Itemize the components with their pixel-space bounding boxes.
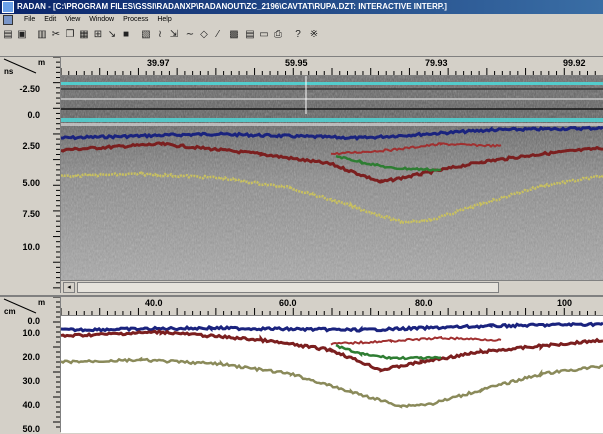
new-view-icon[interactable]: ⊞ <box>93 29 103 40</box>
red-depth-line <box>61 329 603 373</box>
depth-axis-top: m ns -2.50 0.0 2.50 5.00 7.50 10.0 <box>0 57 61 293</box>
y-tick-marks-bottom <box>53 297 60 428</box>
menu-process[interactable]: Process <box>123 16 149 23</box>
y-unit-label-bottom: cm <box>4 307 16 316</box>
yellow-layer-line <box>61 171 603 225</box>
open-icon[interactable]: ▤ <box>3 29 13 40</box>
blue-layer-line <box>61 125 603 141</box>
y-tick-marks <box>53 57 60 289</box>
toolbar: ▤ ▣ ▥ ✂ ❐ ▦ ⊞ ↘ ■ ▧ ≀ ⇲ ∼ ◇ ⁄ ▩ ▤ ▭ ⎙ ? … <box>0 26 603 57</box>
radargram-image[interactable] <box>61 76 603 280</box>
depth-profile-panel: m cm 0.0 10.0 20.0 30.0 40.0 50.0 40.0 6… <box>0 295 603 434</box>
print-preview-icon[interactable]: ⎙ <box>274 29 282 40</box>
app-icon <box>2 1 14 13</box>
scroll-thumb[interactable] <box>77 282 499 293</box>
x-tick: 80.0 <box>415 298 433 308</box>
y-unit-label: ns <box>4 67 14 76</box>
y-tick: 7.50 <box>22 209 40 219</box>
x-tick: 39.97 <box>147 58 170 68</box>
help-icon[interactable]: ? <box>295 29 301 40</box>
red-layer-line <box>61 141 603 184</box>
yellow-depth-line <box>61 356 603 409</box>
depth-axis-bottom: m cm 0.0 10.0 20.0 30.0 40.0 50.0 <box>0 297 61 434</box>
y-tick: -2.50 <box>19 84 40 94</box>
y-tick: 30.0 <box>22 376 40 386</box>
light-band <box>61 98 603 100</box>
light-band <box>61 123 603 126</box>
surface-reflection-band <box>61 82 603 85</box>
save-icon[interactable]: ▣ <box>17 29 27 40</box>
distance-ruler-bottom: 40.0 60.0 80.0 100 <box>61 297 603 316</box>
x-tick: 79.93 <box>425 58 448 68</box>
corner-divider <box>3 58 37 74</box>
y-tick: 0.0 <box>27 316 40 326</box>
distance-ruler-top: 39.97 59.95 79.93 99.92 <box>61 57 603 76</box>
print-icon[interactable]: ▥ <box>37 29 47 40</box>
dark-band <box>61 88 603 90</box>
about-icon[interactable]: ※ <box>309 29 319 40</box>
pen-icon[interactable]: ⁄ <box>217 29 219 40</box>
arrow-icon[interactable]: ↘ <box>107 29 117 40</box>
x-tick-marks <box>61 68 596 75</box>
y-tick: 5.00 <box>22 178 40 188</box>
document-icon[interactable] <box>3 15 13 25</box>
y-tick: 20.0 <box>22 352 40 362</box>
cyan-band <box>61 118 603 122</box>
menu-file[interactable]: File <box>23 16 36 23</box>
y-tick: 40.0 <box>22 400 40 410</box>
title-bar[interactable]: RADAN - [C:\PROGRAM FILES\GSSI\RADANXP\R… <box>0 0 603 14</box>
curve-icon[interactable]: ∼ <box>185 29 195 40</box>
eraser-icon[interactable]: ◇ <box>200 29 208 40</box>
window-title: RADAN - [C:\PROGRAM FILES\GSSI\RADANXP\R… <box>17 2 447 11</box>
red-short-depth-line <box>330 336 502 346</box>
x-tick: 100 <box>557 298 573 308</box>
menu-view[interactable]: View <box>65 16 81 23</box>
menu-window[interactable]: Window <box>89 16 115 23</box>
menu-bar: File Edit View Window Process Help <box>0 14 603 26</box>
green-layer-line <box>335 154 442 172</box>
y-tick: 10.0 <box>22 242 40 252</box>
scroll-left-button[interactable]: ◂ <box>63 282 75 293</box>
x-unit-label: m <box>38 58 46 67</box>
x-tick: 60.0 <box>279 298 297 308</box>
horizontal-scrollbar[interactable]: ◂ <box>61 280 603 293</box>
layers-icon[interactable]: ▤ <box>245 29 255 40</box>
x-unit-label-bottom: m <box>38 298 46 307</box>
green-depth-line <box>335 343 442 361</box>
menu-help[interactable]: Help <box>157 16 172 23</box>
depth-profile-plot[interactable] <box>61 316 603 433</box>
select-icon[interactable]: ▧ <box>141 29 151 40</box>
y-tick: 2.50 <box>22 141 40 151</box>
stop-icon[interactable]: ■ <box>122 29 130 40</box>
y-tick: 0.0 <box>27 110 40 120</box>
x-tick: 99.92 <box>563 58 586 68</box>
menu-edit[interactable]: Edit <box>44 16 57 23</box>
dark-band <box>61 108 603 110</box>
red-short-layer-line <box>330 142 502 156</box>
x-tick: 59.95 <box>285 58 308 68</box>
blue-depth-line <box>61 321 603 333</box>
y-tick: 50.0 <box>22 424 40 434</box>
cut-icon[interactable]: ✂ <box>51 29 61 40</box>
corner-divider-bottom <box>3 298 37 314</box>
paste-icon[interactable]: ▦ <box>79 29 89 40</box>
wave-icon[interactable]: ≀ <box>158 29 162 40</box>
x-tick: 40.0 <box>145 298 163 308</box>
monitor-icon[interactable]: ▭ <box>259 29 269 40</box>
y-tick: 10.0 <box>22 328 40 338</box>
radargram-panel: m ns -2.50 0.0 2.50 5.00 7.50 10.0 39.97… <box>0 57 603 293</box>
cursor-icon[interactable]: ⇲ <box>169 29 179 40</box>
x-tick-marks-bottom <box>61 308 596 315</box>
copy-icon[interactable]: ❐ <box>65 29 75 40</box>
grid-icon[interactable]: ▩ <box>229 29 239 40</box>
